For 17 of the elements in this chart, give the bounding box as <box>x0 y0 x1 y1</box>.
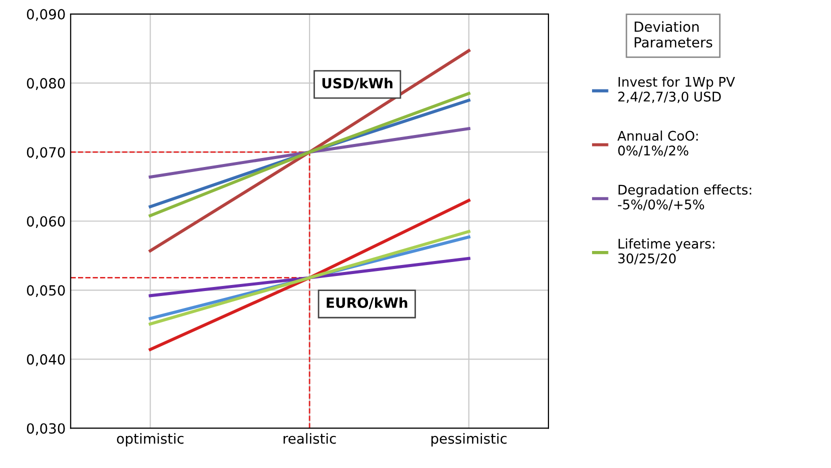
x-tick-label: realistic <box>284 433 336 444</box>
legend-title: Deviation Parameters <box>634 21 712 48</box>
y-tick-label: 0,090 <box>26 9 65 21</box>
y-tick-label: 0,080 <box>26 78 65 90</box>
y-tick-label: 0,060 <box>26 216 65 228</box>
y-tick-label: 0,070 <box>26 147 65 159</box>
legend-label: Degradation effects: -5%/0%/+5% <box>618 184 752 211</box>
y-tick-label: 0,040 <box>26 354 65 366</box>
legend-label: Annual CoO: 0%/1%/2% <box>617 130 698 157</box>
y-tick-label: 0,030 <box>26 423 65 436</box>
annotation: EURO/kWh <box>326 297 408 310</box>
x-tick-label: optimistic <box>116 433 184 447</box>
legend-label: Invest for 1Wp PV 2,4/2,7/3,0 USD <box>618 76 735 103</box>
legend-label: Lifetime years: 30/25/20 <box>618 238 714 264</box>
annotation: USD/kWh <box>322 78 392 90</box>
x-tick-label: pessimistic <box>431 433 507 447</box>
y-tick-label: 0,050 <box>26 285 65 298</box>
